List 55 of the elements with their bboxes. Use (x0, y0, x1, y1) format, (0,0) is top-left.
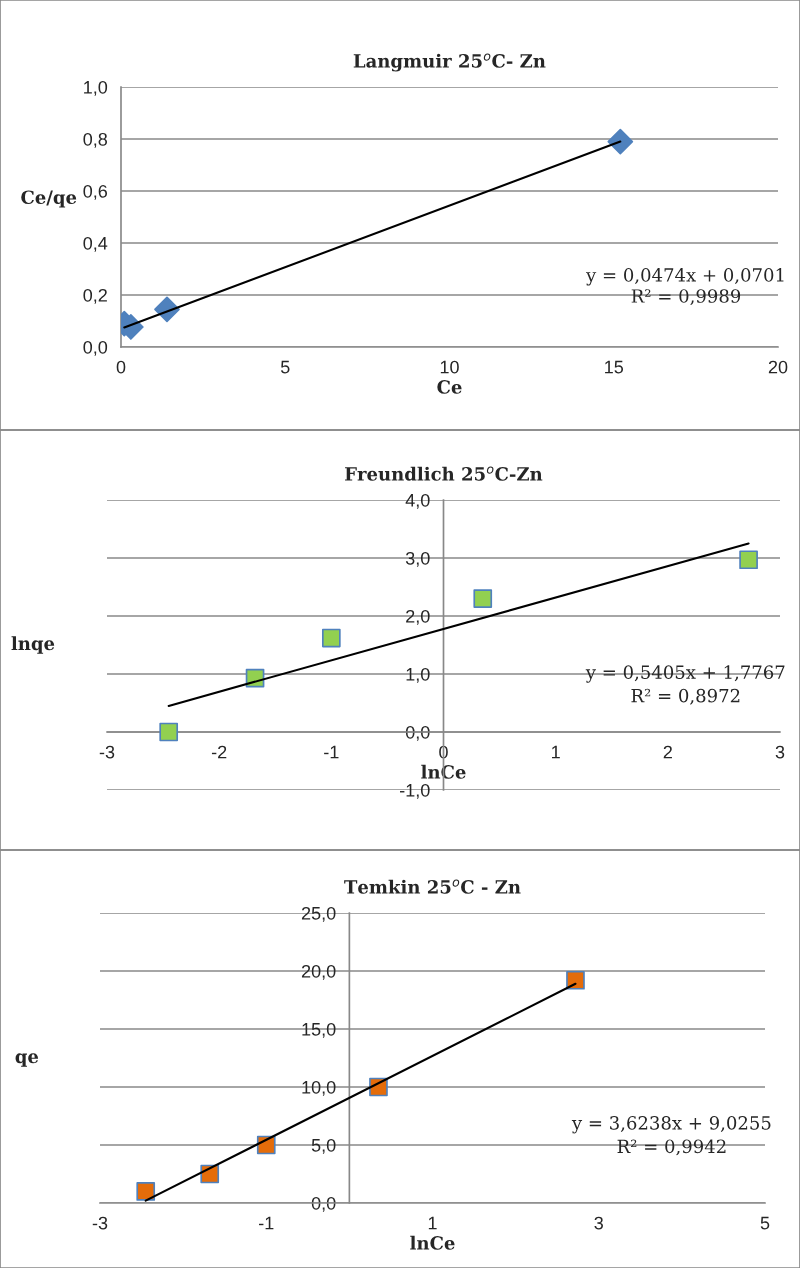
x-tick-label: 5 (280, 360, 290, 374)
point (566, 970, 585, 990)
x-tick-label: 3 (594, 1216, 603, 1230)
x-tick-label: -2 (211, 745, 227, 759)
y-tick-label: 0,6 (83, 184, 108, 200)
annotation: R² = 0,8972 (631, 688, 740, 705)
chart-title: Temkin 25$^{o}$C - Zn (344, 879, 521, 894)
point (473, 589, 493, 608)
y-tick-label: 0,2 (83, 288, 107, 304)
y-tick-label: 0,8 (83, 132, 108, 148)
x-tick-label: 0 (439, 745, 448, 759)
x-axis-title: lnCe (410, 1235, 455, 1250)
annotation: y = 3,6238x + 9,0255 (571, 1116, 771, 1134)
y-tick-label: 0,0 (405, 725, 430, 741)
annotation: R² = 0,9942 (617, 1139, 726, 1156)
y-axis-title: lnqe (11, 636, 55, 654)
chart-title: Freundlich 25$^{o}$C-Zn (345, 466, 543, 481)
x-tick-label: 1 (552, 745, 560, 759)
y-axis-title: qe (15, 1053, 39, 1067)
y-tick-label: 0,0 (83, 340, 108, 356)
y-tick-label: 1,0 (406, 667, 430, 683)
annotation: R² = 0,9989 (631, 289, 741, 306)
y-tick-label: 20,0 (301, 964, 336, 980)
x-tick-label: -1 (259, 1216, 274, 1230)
x-tick-label: 2 (663, 745, 672, 759)
chart-title: Langmuir 25$^{o}$C- Zn (353, 53, 546, 72)
y-tick-label: 25,0 (301, 906, 336, 922)
y-tick-label: 1,0 (84, 80, 108, 96)
annotation: y = 0,0474x + 0,0701 (585, 268, 784, 286)
y-tick-label: 2,0 (406, 609, 430, 625)
x-axis-title: lnCe (421, 764, 466, 779)
x-tick-label: -3 (92, 1216, 108, 1230)
x-tick-label: 3 (775, 745, 785, 759)
y-tick-label: 10,0 (302, 1080, 336, 1096)
y-tick-label: 3,0 (405, 551, 430, 567)
y-tick-label: 4,0 (405, 493, 430, 509)
x-tick-label: 0 (116, 360, 126, 374)
point (159, 722, 179, 742)
y-tick-label: 5,0 (311, 1138, 336, 1154)
x-tick-label: -1 (324, 745, 339, 759)
x-tick-label: 15 (605, 360, 624, 374)
x-tick-label: 10 (440, 360, 459, 374)
y-tick-label: 0,4 (83, 236, 108, 252)
y-tick-label: 0,0 (311, 1196, 336, 1212)
x-tick-label: 5 (760, 1216, 770, 1230)
x-tick-label: 20 (768, 360, 788, 374)
y-tick-label: -1,0 (400, 783, 430, 799)
x-tick-label: 1 (428, 1216, 437, 1230)
point (739, 550, 758, 570)
y-axis-title: Ce/qe (21, 190, 77, 208)
x-axis-title: Ce (437, 380, 462, 394)
point (321, 628, 341, 648)
y-tick-label: 15,0 (302, 1022, 336, 1038)
point (136, 1182, 156, 1201)
x-tick-label: -3 (99, 745, 115, 759)
